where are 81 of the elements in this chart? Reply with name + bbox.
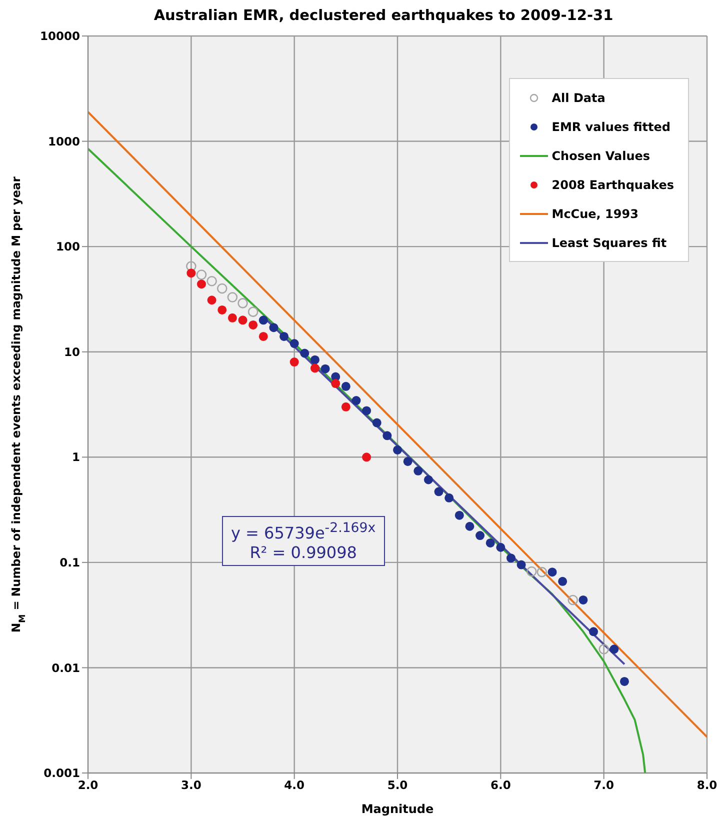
point	[290, 339, 299, 348]
point	[620, 676, 629, 686]
point	[280, 332, 289, 341]
point	[300, 348, 310, 358]
point	[196, 280, 206, 289]
x-tick-label: 5.0	[387, 778, 408, 792]
point	[548, 568, 557, 577]
point	[496, 542, 506, 552]
legend-label: Chosen Values	[552, 148, 650, 162]
x-tick-label: 7.0	[594, 778, 614, 792]
equation-box: y = 65739e$^{-2.169x}$ R² = 0.99098	[222, 516, 385, 566]
point	[536, 566, 548, 578]
point	[258, 316, 268, 325]
x-tick-label: 2.0	[78, 778, 98, 792]
x-tick-label: 6.0	[490, 778, 511, 792]
y-tick-label: 10000	[40, 29, 80, 44]
point	[403, 456, 412, 466]
point	[372, 418, 382, 428]
chart-title: Australian EMR, declustered earthquakes to 2009-12-31	[152, 8, 614, 26]
point	[228, 313, 237, 322]
point	[248, 306, 258, 317]
annotation: y = 65739e$^{-2.169x}$	[231, 520, 376, 544]
point	[434, 487, 444, 496]
point	[186, 261, 196, 272]
y-tick-label: 1	[72, 450, 80, 464]
legend-label: EMR values fitted	[552, 120, 670, 134]
y-tick-label: 0.001	[44, 766, 80, 780]
point	[258, 332, 268, 341]
point	[362, 452, 372, 462]
legend-label: All Data	[552, 90, 606, 104]
point	[589, 627, 598, 636]
point	[207, 296, 216, 305]
legend-label: McCue, 1993	[552, 206, 638, 220]
point	[610, 644, 619, 654]
point	[206, 276, 217, 286]
point	[310, 364, 320, 373]
point	[598, 644, 609, 654]
y-tick-label: 10	[64, 344, 80, 359]
point	[526, 566, 537, 577]
y-tick-label: 100	[56, 240, 80, 254]
point	[578, 595, 588, 604]
y-tick-label: 0.1	[60, 556, 80, 570]
point	[218, 305, 227, 314]
point	[465, 522, 474, 531]
point	[227, 292, 238, 302]
legend-label: Least Squares fit	[552, 236, 667, 250]
y-tick-label: 1000	[48, 134, 80, 148]
point	[290, 358, 299, 367]
point	[382, 431, 392, 440]
point	[414, 466, 423, 476]
point	[341, 402, 350, 412]
point	[424, 475, 433, 484]
point	[393, 445, 402, 454]
point	[310, 355, 320, 364]
y-tick-label: 0.01	[52, 660, 80, 675]
point	[516, 560, 526, 570]
point	[186, 268, 196, 278]
point	[238, 316, 248, 325]
point	[248, 320, 258, 330]
point	[454, 510, 464, 520]
point	[486, 538, 495, 548]
legend-label: 2008 Earthquakes	[552, 178, 674, 192]
point	[352, 396, 361, 406]
point	[238, 298, 248, 308]
point	[196, 270, 207, 280]
point	[269, 323, 278, 332]
x-tick-label: 3.0	[180, 778, 202, 792]
point	[568, 594, 578, 606]
x-axis-title: Magnitude	[361, 802, 434, 816]
point	[362, 406, 372, 416]
x-tick-label: 8.0	[696, 778, 718, 792]
point	[444, 493, 454, 502]
point	[216, 283, 228, 294]
point	[320, 364, 330, 374]
point	[558, 576, 568, 586]
point	[331, 379, 340, 388]
point	[341, 382, 350, 391]
point	[476, 531, 485, 540]
x-tick-label: 4.0	[284, 778, 305, 792]
point	[506, 554, 516, 563]
annotation: R² = 0.99098	[248, 543, 358, 564]
